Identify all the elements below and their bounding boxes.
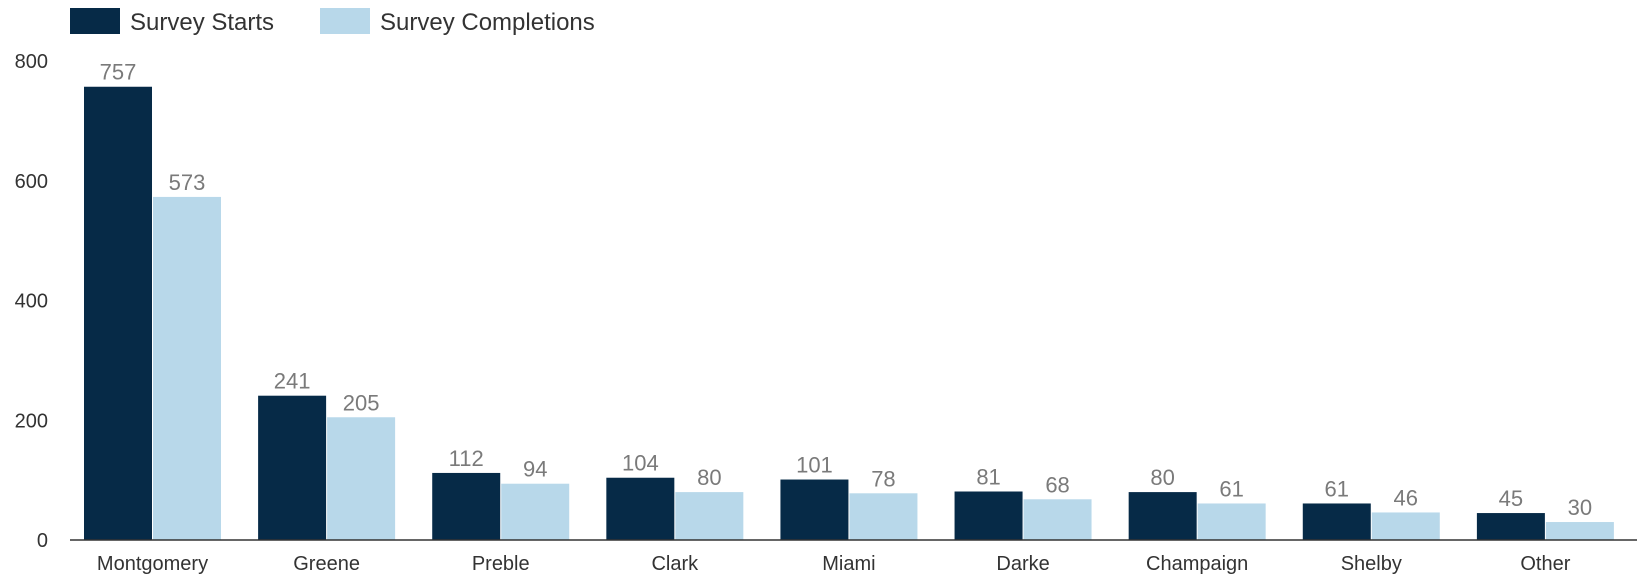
bar-survey-starts-clark <box>606 477 675 540</box>
bar-survey-completions-other <box>1545 522 1614 540</box>
bar-survey-completions-greene <box>327 417 396 540</box>
bars-group <box>84 86 1614 540</box>
data-label: 101 <box>796 453 833 478</box>
x-tick-label: Champaign <box>1146 553 1248 575</box>
chart-legend: Survey Starts Survey Completions <box>70 8 595 36</box>
bar-survey-starts-miami <box>780 479 849 540</box>
x-axis: Montgomery Greene Preble Clark Miami Darke Cha… <box>70 539 1637 575</box>
data-label: 94 <box>523 457 547 482</box>
data-label: 757 <box>100 60 137 85</box>
legend-swatch-survey-starts <box>70 8 120 34</box>
bar-survey-completions-montgomery <box>153 196 221 540</box>
x-tick-label: Miami <box>822 553 875 575</box>
x-tick-label: Greene <box>293 553 360 575</box>
data-label: 80 <box>1150 465 1174 490</box>
bar-survey-completions-darke <box>1023 499 1092 540</box>
y-axis: 0 200 400 600 800 <box>15 51 48 552</box>
x-tick-label: Preble <box>472 553 530 575</box>
x-tick-label: Clark <box>651 553 699 575</box>
data-label: 205 <box>343 390 380 415</box>
data-label: 30 <box>1568 495 1592 520</box>
y-tick-label: 400 <box>15 291 48 313</box>
bar-survey-starts-shelby <box>1302 503 1371 540</box>
data-label: 68 <box>1045 472 1069 497</box>
data-label: 241 <box>274 369 311 394</box>
bar-survey-starts-preble <box>432 472 501 540</box>
data-label: 573 <box>169 170 206 195</box>
value-labels-group: 757 573 241 205 112 94 104 80 101 78 81 68 80 61 61 46 4… <box>100 60 1592 520</box>
x-tick-label: Shelby <box>1341 553 1402 575</box>
bar-survey-starts-darke <box>954 491 1023 540</box>
x-tick-label: Other <box>1520 553 1570 575</box>
legend-swatch-survey-completions <box>320 8 370 34</box>
bar-survey-completions-preble <box>501 483 570 540</box>
data-label: 104 <box>622 451 659 476</box>
data-label: 61 <box>1325 476 1349 501</box>
y-tick-label: 600 <box>15 171 48 193</box>
bar-survey-completions-champaign <box>1197 503 1266 540</box>
y-tick-label: 800 <box>15 51 48 73</box>
data-label: 46 <box>1394 485 1418 510</box>
bar-survey-starts-greene <box>258 395 327 540</box>
data-label: 112 <box>449 446 484 471</box>
bar-survey-completions-shelby <box>1371 512 1440 540</box>
data-label: 78 <box>871 466 895 491</box>
data-label: 81 <box>976 465 1000 490</box>
legend-label-survey-completions: Survey Completions <box>380 9 595 36</box>
bar-survey-starts-other <box>1476 513 1545 540</box>
data-label: 80 <box>697 465 721 490</box>
data-label: 61 <box>1219 476 1243 501</box>
y-tick-label: 0 <box>37 530 48 552</box>
legend-label-survey-starts: Survey Starts <box>130 9 274 36</box>
x-tick-label: Darke <box>996 553 1049 575</box>
bar-survey-starts-champaign <box>1128 492 1197 540</box>
x-tick-label: Montgomery <box>97 553 208 575</box>
data-label: 45 <box>1499 486 1523 511</box>
bar-survey-starts-montgomery <box>84 86 152 540</box>
bar-survey-completions-miami <box>849 493 918 540</box>
bar-survey-completions-clark <box>675 492 744 540</box>
y-tick-label: 200 <box>15 410 48 432</box>
